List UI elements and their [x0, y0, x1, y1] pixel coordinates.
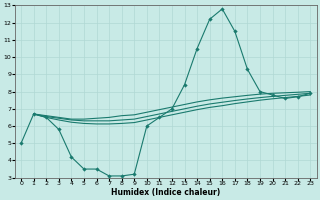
X-axis label: Humidex (Indice chaleur): Humidex (Indice chaleur): [111, 188, 220, 197]
